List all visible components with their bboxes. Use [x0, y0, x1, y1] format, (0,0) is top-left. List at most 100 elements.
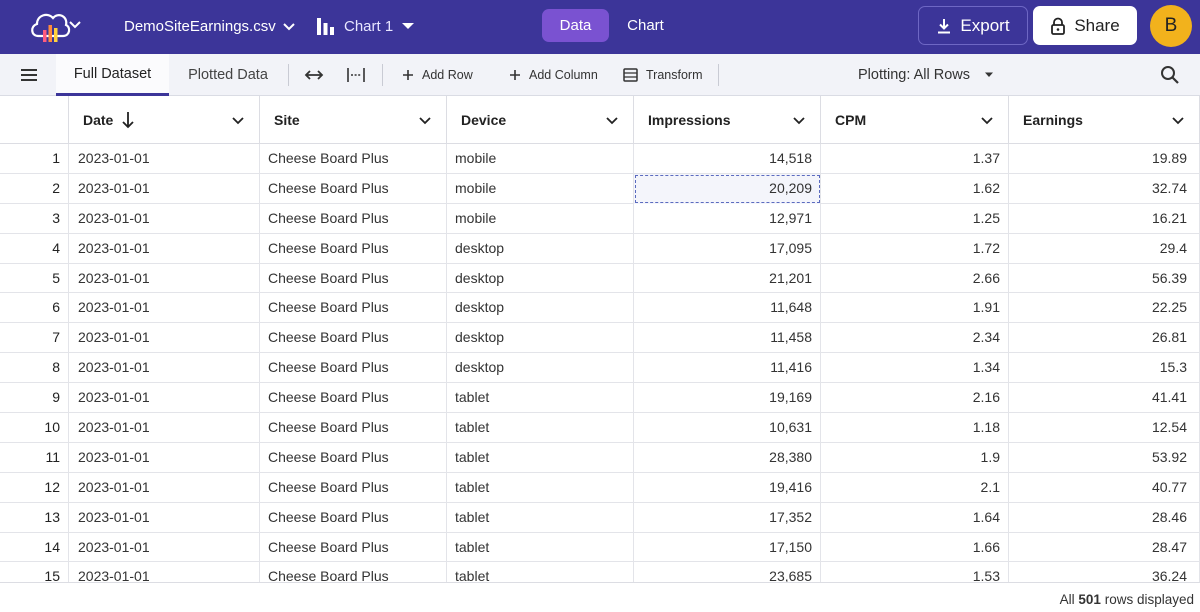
logo-icon[interactable]: [28, 6, 72, 46]
cell-site[interactable]: Cheese Board Plus: [260, 233, 447, 264]
cell-site[interactable]: Cheese Board Plus: [260, 472, 447, 503]
cell-date[interactable]: 2023-01-01: [69, 233, 260, 264]
chevron-down-icon[interactable]: [418, 113, 432, 127]
row-index[interactable]: 3: [0, 203, 69, 234]
cell-earnings[interactable]: 29.4: [1009, 233, 1200, 264]
chevron-down-icon[interactable]: [231, 113, 245, 127]
cell-impressions[interactable]: 21,201: [634, 263, 821, 294]
cell-device[interactable]: tablet: [447, 383, 634, 414]
cell-site[interactable]: Cheese Board Plus: [260, 562, 447, 582]
column-header-date[interactable]: Date: [69, 96, 260, 144]
table-row[interactable]: 7 2023-01-01 Cheese Board Plus desktop 11,45…: [0, 323, 1200, 354]
row-index[interactable]: 1: [0, 144, 69, 174]
table-row[interactable]: 13 2023-01-01 Cheese Board Plus tablet 17,35…: [0, 502, 1200, 533]
cell-earnings[interactable]: 12.54: [1009, 413, 1200, 443]
cell-cpm[interactable]: 1.64: [821, 502, 1009, 533]
cell-cpm[interactable]: 1.25: [821, 203, 1009, 234]
file-selector[interactable]: DemoSiteEarnings.csv: [116, 8, 304, 44]
cell-impressions[interactable]: 11,416: [634, 353, 821, 384]
cell-earnings[interactable]: 40.77: [1009, 472, 1200, 503]
row-index[interactable]: 5: [0, 263, 69, 294]
cell-impressions[interactable]: 17,352: [634, 502, 821, 533]
cell-earnings[interactable]: 22.25: [1009, 293, 1200, 324]
table-row[interactable]: 14 2023-01-01 Cheese Board Plus tablet 17,15…: [0, 532, 1200, 563]
cell-site[interactable]: Cheese Board Plus: [260, 144, 447, 174]
cell-impressions[interactable]: 19,416: [634, 472, 821, 503]
cell-site[interactable]: Cheese Board Plus: [260, 323, 447, 354]
cell-site[interactable]: Cheese Board Plus: [260, 383, 447, 414]
chevron-down-icon[interactable]: [605, 113, 619, 127]
table-row[interactable]: 8 2023-01-01 Cheese Board Plus desktop 11,41…: [0, 353, 1200, 384]
cell-device[interactable]: tablet: [447, 413, 634, 443]
table-row[interactable]: 3 2023-01-01 Cheese Board Plus mobile 12,971…: [0, 203, 1200, 234]
cell-cpm[interactable]: 1.18: [821, 413, 1009, 443]
cell-date[interactable]: 2023-01-01: [69, 383, 260, 414]
row-index[interactable]: 13: [0, 502, 69, 533]
cell-cpm[interactable]: 2.34: [821, 323, 1009, 354]
plotting-dropdown[interactable]: Plotting: All Rows: [858, 54, 994, 96]
cell-earnings[interactable]: 15.3: [1009, 353, 1200, 384]
cell-site[interactable]: Cheese Board Plus: [260, 173, 447, 204]
cell-impressions[interactable]: 28,380: [634, 442, 821, 473]
cell-date[interactable]: 2023-01-01: [69, 263, 260, 294]
cell-device[interactable]: tablet: [447, 502, 634, 533]
cell-device[interactable]: mobile: [447, 203, 634, 234]
column-width-icon[interactable]: [345, 65, 367, 85]
cell-site[interactable]: Cheese Board Plus: [260, 203, 447, 234]
chart-mode-button[interactable]: Chart: [627, 17, 664, 34]
cell-impressions[interactable]: 23,685: [634, 562, 821, 582]
cell-site[interactable]: Cheese Board Plus: [260, 413, 447, 443]
cell-date[interactable]: 2023-01-01: [69, 353, 260, 384]
cell-date[interactable]: 2023-01-01: [69, 144, 260, 174]
column-header-cpm[interactable]: CPM: [821, 96, 1009, 144]
table-row[interactable]: 9 2023-01-01 Cheese Board Plus tablet 19,169…: [0, 383, 1200, 414]
row-index[interactable]: 6: [0, 293, 69, 324]
cell-device[interactable]: mobile: [447, 173, 634, 204]
data-mode-button[interactable]: Data: [542, 9, 609, 42]
chevron-down-icon[interactable]: [980, 113, 994, 127]
cell-earnings[interactable]: 19.89: [1009, 144, 1200, 174]
search-icon[interactable]: [1160, 65, 1180, 85]
cell-date[interactable]: 2023-01-01: [69, 532, 260, 563]
cell-impressions[interactable]: 11,458: [634, 323, 821, 354]
column-header-impressions[interactable]: Impressions: [634, 96, 821, 144]
cell-date[interactable]: 2023-01-01: [69, 502, 260, 533]
cell-cpm[interactable]: 1.72: [821, 233, 1009, 264]
chart-selector[interactable]: Chart 1: [308, 8, 423, 44]
table-row[interactable]: 2 2023-01-01 Cheese Board Plus mobile 20,209…: [0, 173, 1200, 204]
row-index[interactable]: 11: [0, 442, 69, 473]
cell-earnings[interactable]: 28.46: [1009, 502, 1200, 533]
chevron-down-icon[interactable]: [68, 17, 82, 31]
cell-earnings[interactable]: 41.41: [1009, 383, 1200, 414]
cell-device[interactable]: tablet: [447, 442, 634, 473]
cell-impressions[interactable]: 17,095: [634, 233, 821, 264]
cell-cpm[interactable]: 1.53: [821, 562, 1009, 582]
row-index[interactable]: 9: [0, 383, 69, 414]
table-row[interactable]: 4 2023-01-01 Cheese Board Plus desktop 17,09…: [0, 233, 1200, 264]
column-header-site[interactable]: Site: [260, 96, 447, 144]
table-row[interactable]: 11 2023-01-01 Cheese Board Plus tablet 28,38…: [0, 442, 1200, 473]
row-index[interactable]: 15: [0, 562, 69, 582]
cell-date[interactable]: 2023-01-01: [69, 203, 260, 234]
cell-device[interactable]: desktop: [447, 293, 634, 324]
add-row-button[interactable]: Add Row: [402, 54, 473, 96]
cell-date[interactable]: 2023-01-01: [69, 323, 260, 354]
row-index[interactable]: 12: [0, 472, 69, 503]
cell-impressions[interactable]: 10,631: [634, 413, 821, 443]
cell-cpm[interactable]: 1.9: [821, 442, 1009, 473]
cell-device[interactable]: desktop: [447, 353, 634, 384]
row-index[interactable]: 8: [0, 353, 69, 384]
row-index[interactable]: 10: [0, 413, 69, 443]
share-button[interactable]: Share: [1033, 6, 1137, 45]
cell-date[interactable]: 2023-01-01: [69, 173, 260, 204]
row-index[interactable]: 4: [0, 233, 69, 264]
cell-impressions[interactable]: 12,971: [634, 203, 821, 234]
add-column-button[interactable]: Add Column: [509, 54, 598, 96]
cell-earnings[interactable]: 53.92: [1009, 442, 1200, 473]
cell-device[interactable]: tablet: [447, 562, 634, 582]
cell-cpm[interactable]: 2.16: [821, 383, 1009, 414]
row-index[interactable]: 2: [0, 173, 69, 204]
cell-site[interactable]: Cheese Board Plus: [260, 353, 447, 384]
cell-device[interactable]: mobile: [447, 144, 634, 174]
table-row[interactable]: 15 2023-01-01 Cheese Board Plus tablet 23,68…: [0, 562, 1200, 582]
